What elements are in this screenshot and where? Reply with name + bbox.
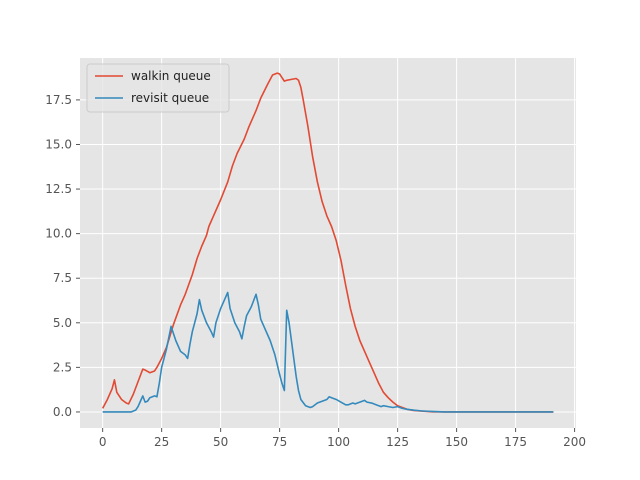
x-tick-label: 75 — [272, 435, 287, 449]
x-tick-label: 175 — [504, 435, 527, 449]
y-axis: 0.0 2.5 5.0 7.5 10.0 12.5 15.0 17.5 — [45, 93, 80, 419]
y-tick-label: 12.5 — [45, 182, 72, 196]
y-tick-label: 0.0 — [53, 405, 72, 419]
y-tick-label: 2.5 — [53, 360, 72, 374]
series-group — [101, 72, 554, 413]
x-tick-label: 100 — [327, 435, 350, 449]
legend-label-walkin-queue: walkin queue — [131, 69, 211, 83]
x-tick-label: 125 — [386, 435, 409, 449]
legend: walkin queue revisit queue — [86, 63, 230, 113]
series-line-walkin-queue — [101, 72, 554, 413]
y-tick-label: 7.5 — [53, 271, 72, 285]
y-tick-label: 10.0 — [45, 227, 72, 241]
x-tick-label: 25 — [154, 435, 169, 449]
y-tick-label: 5.0 — [53, 316, 72, 330]
y-tick-label: 17.5 — [45, 93, 72, 107]
x-tick-label: 150 — [445, 435, 468, 449]
x-tick-label: 0 — [99, 435, 107, 449]
x-axis: 0 25 50 75 100 125 150 175 200 — [99, 428, 586, 449]
x-tick-label: 50 — [213, 435, 228, 449]
plot-area — [80, 58, 576, 428]
legend-label-revisit-queue: revisit queue — [131, 91, 209, 105]
y-tick-label: 15.0 — [45, 137, 72, 151]
x-tick-label: 200 — [563, 435, 586, 449]
series-line-revisit-queue — [102, 291, 554, 413]
